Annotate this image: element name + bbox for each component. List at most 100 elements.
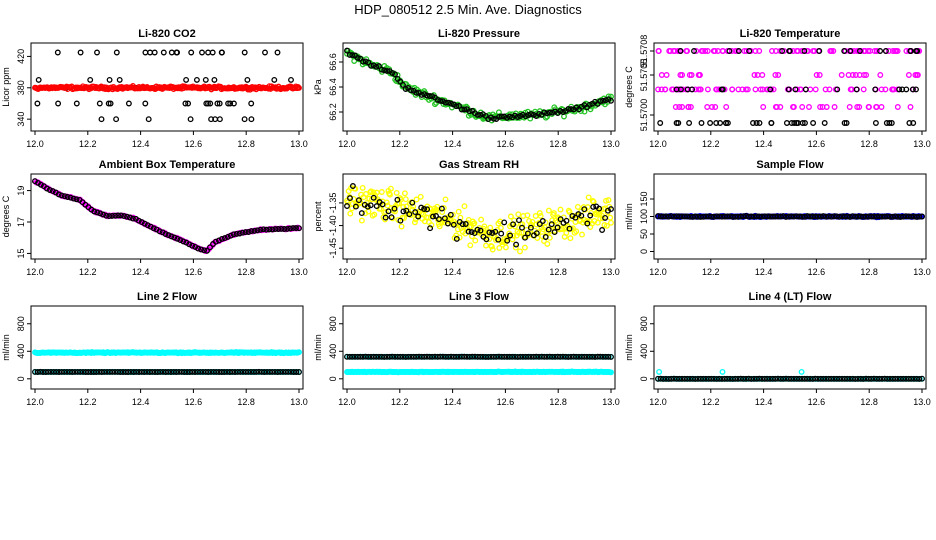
point-black bbox=[764, 375, 771, 382]
point-black bbox=[182, 100, 189, 107]
point-black bbox=[240, 368, 246, 375]
point-magenta bbox=[772, 72, 779, 78]
point-black bbox=[379, 201, 386, 208]
point-black bbox=[844, 375, 851, 382]
point-green bbox=[394, 72, 401, 79]
data-points bbox=[655, 368, 925, 382]
point-black bbox=[216, 369, 222, 375]
point-black bbox=[45, 368, 52, 375]
point-black bbox=[186, 369, 193, 375]
panel-title: Sample Flow bbox=[756, 159, 824, 171]
point-yellow bbox=[519, 221, 526, 228]
point-magenta bbox=[769, 48, 775, 54]
point-black bbox=[253, 368, 260, 375]
x-tick-label: 12.0 bbox=[26, 267, 44, 277]
point-black bbox=[737, 375, 744, 382]
point-black bbox=[147, 49, 154, 56]
point-black bbox=[549, 353, 556, 360]
point-black bbox=[35, 76, 42, 83]
point-black bbox=[498, 113, 505, 120]
point-black bbox=[539, 218, 546, 224]
point-black bbox=[248, 228, 255, 235]
point-magenta bbox=[852, 72, 859, 78]
point-black bbox=[288, 368, 294, 375]
point-black bbox=[783, 213, 789, 220]
point-black bbox=[686, 120, 693, 126]
point-yellow bbox=[387, 191, 393, 198]
point-black bbox=[823, 375, 829, 382]
point-black bbox=[177, 237, 184, 244]
point-magenta bbox=[777, 104, 784, 110]
point-black bbox=[412, 209, 419, 216]
point-cyan-spikes bbox=[798, 368, 805, 375]
point-black bbox=[429, 353, 436, 360]
point-black bbox=[373, 353, 380, 360]
point-black bbox=[889, 213, 896, 220]
point-black bbox=[426, 353, 433, 360]
point-black bbox=[218, 369, 225, 375]
y-tick-label: 400 bbox=[16, 344, 26, 359]
point-black bbox=[602, 353, 609, 360]
point-black bbox=[349, 183, 356, 189]
point-black bbox=[673, 213, 680, 220]
y-tick-label: 800 bbox=[639, 316, 649, 331]
point-black bbox=[364, 203, 371, 210]
x-tick-label: 13.0 bbox=[602, 397, 620, 407]
point-black bbox=[453, 235, 460, 242]
point-black bbox=[514, 353, 521, 360]
point-black bbox=[735, 375, 741, 382]
point-black bbox=[684, 86, 691, 93]
point-yellow bbox=[401, 190, 408, 197]
point-black bbox=[788, 375, 795, 382]
point-black bbox=[877, 48, 884, 54]
point-yellow bbox=[442, 196, 449, 203]
point-black bbox=[530, 353, 537, 360]
point-yellow bbox=[599, 215, 606, 222]
point-magenta bbox=[663, 72, 670, 78]
point-black bbox=[135, 217, 142, 224]
point-black bbox=[608, 353, 614, 360]
point-yellow bbox=[434, 203, 441, 210]
point-black bbox=[58, 192, 65, 199]
point-black bbox=[737, 213, 744, 220]
point-black bbox=[486, 229, 493, 236]
point-black bbox=[227, 232, 234, 239]
point-black bbox=[408, 353, 414, 360]
point-black bbox=[542, 234, 549, 240]
point-black bbox=[764, 213, 771, 220]
point-black bbox=[241, 49, 248, 56]
point-black bbox=[557, 353, 564, 360]
point-black bbox=[274, 49, 281, 56]
point-magenta bbox=[685, 104, 692, 110]
point-black bbox=[825, 213, 832, 220]
panel-title: Li-820 Pressure bbox=[438, 28, 520, 40]
point-magenta bbox=[692, 86, 699, 93]
point-black bbox=[242, 368, 249, 375]
point-black bbox=[293, 369, 300, 375]
point-black bbox=[844, 213, 851, 220]
point-black bbox=[568, 106, 574, 113]
point-black bbox=[103, 212, 110, 219]
point-black bbox=[761, 375, 768, 382]
point-black bbox=[201, 247, 208, 254]
x-tick-label: 13.0 bbox=[913, 397, 931, 407]
point-black bbox=[444, 220, 451, 227]
point-yellow bbox=[594, 219, 601, 226]
x-tick-label: 12.4 bbox=[444, 397, 462, 407]
y-tick-label: 50 bbox=[639, 229, 649, 239]
point-black bbox=[474, 353, 481, 360]
x-tick-label: 12.2 bbox=[702, 139, 720, 149]
point-black bbox=[732, 213, 739, 220]
x-tick-label: 12.4 bbox=[132, 139, 150, 149]
point-yellow bbox=[549, 217, 556, 224]
point-black bbox=[482, 353, 489, 360]
point-black bbox=[703, 375, 709, 382]
point-black bbox=[713, 120, 720, 126]
point-black bbox=[187, 116, 194, 123]
point-black bbox=[801, 48, 808, 54]
point-black bbox=[872, 86, 879, 93]
point-black bbox=[260, 226, 267, 233]
point-magenta bbox=[817, 104, 824, 110]
plot-frame bbox=[30, 42, 304, 132]
point-black bbox=[551, 229, 558, 236]
